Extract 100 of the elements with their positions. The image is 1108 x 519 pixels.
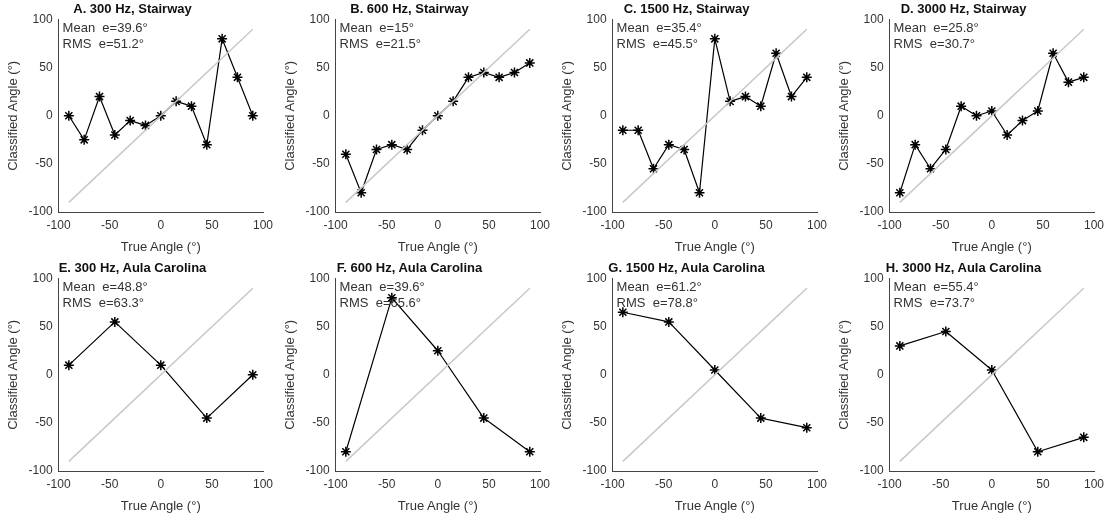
y-tick-label: 100 — [32, 11, 53, 26]
point — [724, 95, 736, 108]
point — [155, 110, 167, 122]
x-axis-title: True Angle (°) — [674, 497, 755, 513]
point — [693, 187, 706, 199]
y-tick-label: 50 — [39, 319, 53, 334]
point — [894, 340, 906, 352]
point — [647, 162, 660, 175]
y-tick-label: 0 — [876, 367, 884, 382]
annotation: RMS e=73.7° — [893, 294, 976, 310]
point — [63, 359, 75, 371]
chart-title: F. 600 Hz, Aula Carolina — [336, 260, 483, 276]
x-tick-label: 50 — [482, 217, 496, 232]
point — [940, 143, 952, 156]
point — [632, 124, 644, 136]
annotation: RMS e=78.8° — [616, 294, 699, 310]
x-tick-label: -50 — [655, 476, 673, 491]
y-tick-label: -50 — [589, 415, 607, 430]
point — [201, 138, 213, 151]
y-tick-label: -50 — [866, 156, 884, 171]
point — [109, 316, 121, 328]
x-tick-label: 100 — [252, 476, 274, 491]
y-tick-label: 50 — [593, 319, 607, 334]
y-tick-label: 0 — [45, 367, 53, 382]
point — [617, 306, 629, 319]
annotation: Mean e=55.4° — [893, 278, 979, 294]
y-tick-label: 0 — [599, 108, 607, 123]
point — [955, 100, 967, 112]
x-tick-label: 50 — [1036, 217, 1050, 232]
y-tick-label: -100 — [28, 204, 53, 219]
point — [340, 148, 352, 161]
y-tick-label: 0 — [599, 367, 607, 382]
point — [247, 110, 259, 122]
y-tick-label: -50 — [35, 415, 53, 430]
y-tick-label: 100 — [586, 270, 607, 285]
point — [478, 412, 490, 424]
annotation: Mean e=39.6° — [62, 19, 148, 35]
x-tick-label: -50 — [655, 217, 673, 232]
chart-title: H. 3000 Hz, Aula Carolina — [885, 260, 1043, 276]
chart-title: C. 1500 Hz, Stairway — [623, 1, 751, 17]
point — [770, 47, 782, 60]
y-axis-title: Classified Angle (°) — [836, 60, 852, 171]
point — [1078, 431, 1090, 444]
point — [93, 90, 106, 103]
annotation: RMS e=63.3° — [62, 294, 145, 310]
point — [170, 95, 182, 108]
point — [1032, 446, 1044, 458]
y-tick-label: 100 — [863, 11, 884, 26]
x-axis-title: True Angle (°) — [951, 238, 1032, 254]
x-axis-title: True Angle (°) — [951, 497, 1032, 513]
point — [940, 325, 952, 338]
point — [124, 114, 136, 127]
point — [155, 359, 167, 371]
point — [970, 110, 983, 122]
y-tick-label: 50 — [870, 60, 884, 75]
point — [109, 129, 121, 141]
y-tick-label: 50 — [316, 60, 330, 75]
point — [524, 446, 536, 458]
point — [355, 187, 367, 199]
point — [1062, 76, 1075, 88]
point — [909, 138, 921, 151]
y-tick-label: 100 — [309, 11, 330, 26]
chart-title: G. 1500 Hz, Aula Carolina — [608, 260, 766, 276]
annotation: RMS e=45.5° — [616, 35, 699, 51]
x-tick-label: 0 — [434, 217, 442, 232]
x-tick-label: 0 — [157, 217, 165, 232]
point — [1078, 71, 1090, 84]
y-tick-label: -50 — [312, 156, 330, 171]
point — [478, 66, 490, 79]
x-tick-label: 50 — [205, 476, 219, 491]
point — [986, 364, 998, 376]
x-tick-label: -50 — [378, 217, 396, 232]
y-axis-title: Classified Angle (°) — [5, 60, 21, 171]
y-tick-label: 0 — [322, 367, 330, 382]
point — [524, 57, 536, 69]
chart-title: A. 300 Hz, Stairway — [73, 1, 193, 17]
x-tick-label: 100 — [529, 217, 551, 232]
x-axis-title: True Angle (°) — [120, 497, 201, 513]
x-tick-label: 100 — [1083, 217, 1105, 232]
chart-title: B. 600 Hz, Stairway — [350, 1, 470, 17]
annotation: Mean e=48.8° — [62, 278, 148, 294]
y-tick-label: -100 — [582, 204, 607, 219]
x-tick-label: 0 — [711, 217, 719, 232]
x-tick-label: -50 — [101, 217, 119, 232]
point — [432, 110, 444, 122]
point — [663, 138, 675, 151]
x-tick-label: 0 — [988, 476, 996, 491]
annotation: Mean e=39.6° — [339, 278, 425, 294]
point — [924, 162, 937, 175]
y-tick-label: -100 — [859, 463, 884, 478]
y-tick-label: 100 — [863, 270, 884, 285]
y-tick-label: 100 — [32, 270, 53, 285]
point — [801, 71, 813, 84]
x-tick-label: 0 — [157, 476, 165, 491]
annotation: Mean e=61.2° — [616, 278, 702, 294]
point — [617, 124, 629, 136]
x-axis-title: True Angle (°) — [674, 238, 755, 254]
x-tick-label: 50 — [482, 476, 496, 491]
y-tick-label: -100 — [305, 463, 330, 478]
point — [1032, 105, 1044, 117]
